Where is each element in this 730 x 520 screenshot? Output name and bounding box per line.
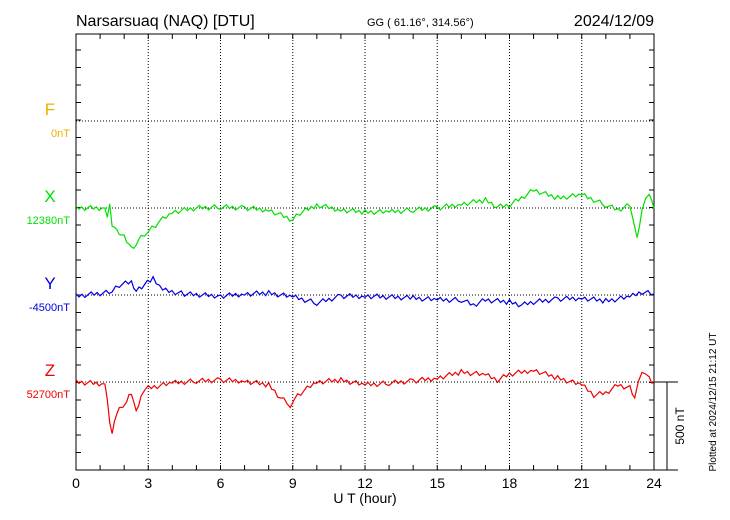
x-tick-label: 12 <box>357 475 373 491</box>
component-label-f: F <box>45 100 55 119</box>
component-label-z: Z <box>45 361 55 380</box>
baseline-value-z: 52700nT <box>27 389 71 401</box>
scale-label: 500 nT <box>673 407 687 445</box>
date: 2024/12/09 <box>574 13 654 30</box>
x-tick-label: 15 <box>429 475 445 491</box>
x-tick-label: 9 <box>289 475 297 491</box>
x-tick-label: 21 <box>574 475 590 491</box>
x-tick-label: 24 <box>646 475 662 491</box>
baseline-value-y: -4500nT <box>29 302 70 314</box>
x-tick-label: 3 <box>144 475 152 491</box>
x-axis-label: U T (hour) <box>333 490 396 506</box>
station-title: Narsarsuaq (NAQ) [DTU] <box>76 13 255 30</box>
component-label-y: Y <box>44 274 55 293</box>
baseline-value-f: 0nT <box>51 128 70 140</box>
coordinates: GG ( 61.16°, 314.56°) <box>367 17 474 29</box>
x-tick-label: 0 <box>72 475 80 491</box>
plot-frame <box>75 33 655 471</box>
scale-bar: 500 nT <box>654 381 687 471</box>
baseline-value-x: 12380nT <box>27 215 71 227</box>
trace-z <box>75 368 655 434</box>
x-tick-label: 6 <box>217 475 225 491</box>
component-label-x: X <box>44 187 55 206</box>
x-tick-label: 18 <box>502 475 518 491</box>
trace-y <box>75 275 655 308</box>
trace-x <box>75 188 655 250</box>
plotted-timestamp: Plotted at 2024/12/15 21:12 UT <box>708 333 719 472</box>
